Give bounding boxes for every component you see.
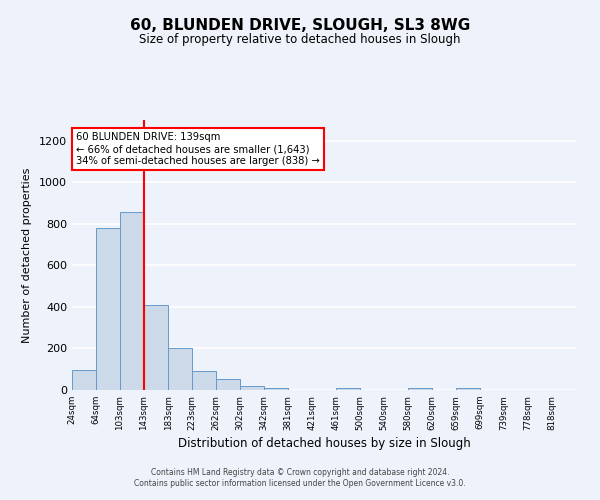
Text: Contains HM Land Registry data © Crown copyright and database right 2024.
Contai: Contains HM Land Registry data © Crown c…	[134, 468, 466, 487]
Bar	[408, 388, 432, 390]
Bar	[456, 388, 480, 390]
Bar	[72, 370, 96, 390]
Bar	[240, 386, 264, 390]
Bar	[144, 305, 168, 390]
Bar	[336, 388, 359, 390]
Bar	[192, 372, 216, 390]
Y-axis label: Number of detached properties: Number of detached properties	[22, 168, 32, 342]
Bar	[264, 388, 288, 390]
Bar	[120, 212, 144, 390]
X-axis label: Distribution of detached houses by size in Slough: Distribution of detached houses by size …	[178, 436, 470, 450]
Text: 60, BLUNDEN DRIVE, SLOUGH, SL3 8WG: 60, BLUNDEN DRIVE, SLOUGH, SL3 8WG	[130, 18, 470, 32]
Bar	[96, 228, 120, 390]
Text: Size of property relative to detached houses in Slough: Size of property relative to detached ho…	[139, 32, 461, 46]
Text: 60 BLUNDEN DRIVE: 139sqm
← 66% of detached houses are smaller (1,643)
34% of sem: 60 BLUNDEN DRIVE: 139sqm ← 66% of detach…	[76, 132, 320, 166]
Bar	[168, 348, 192, 390]
Bar	[216, 379, 240, 390]
